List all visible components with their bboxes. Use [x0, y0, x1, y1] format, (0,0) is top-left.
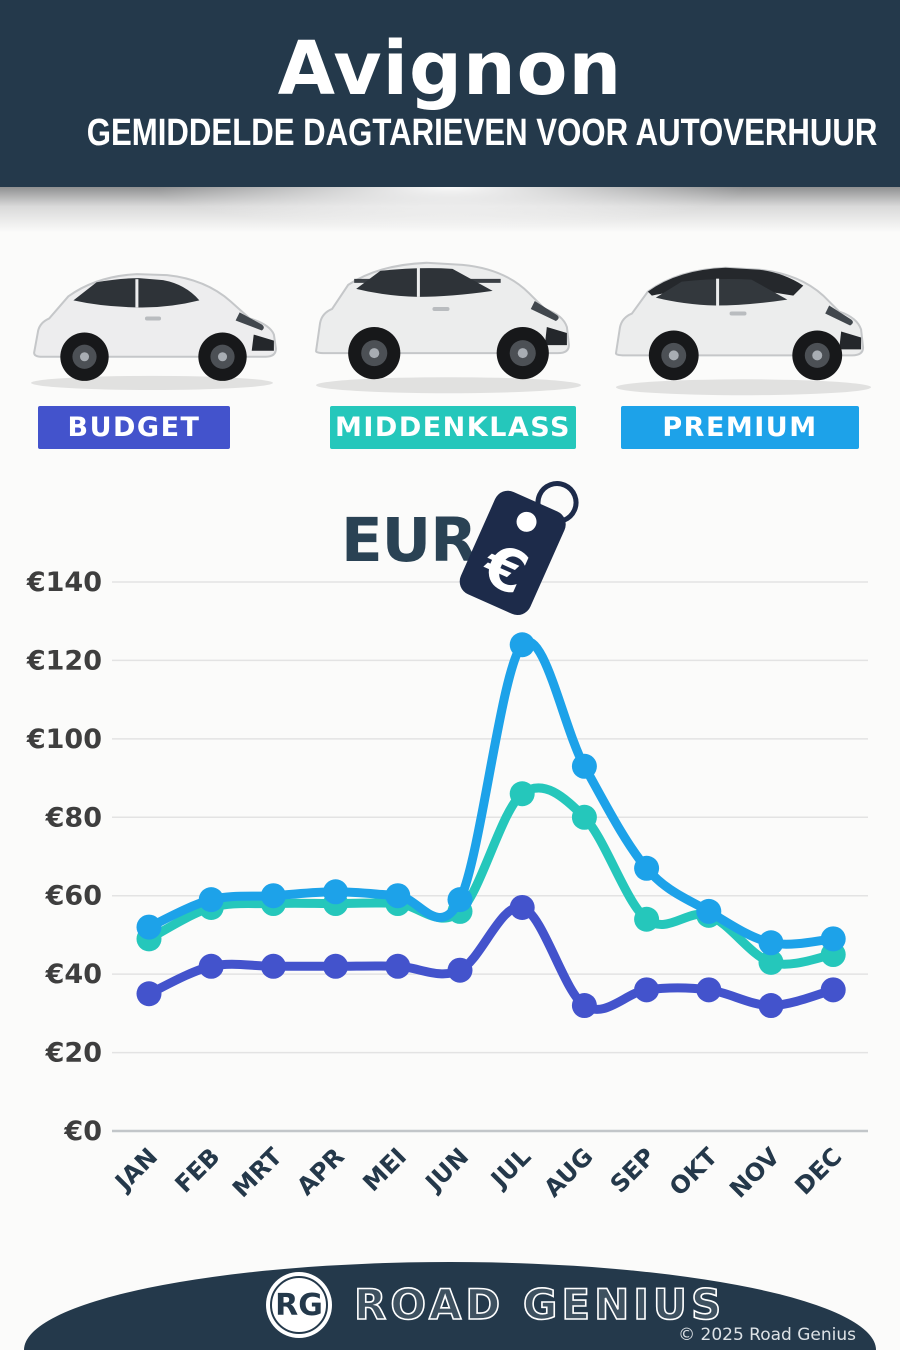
middenklass-car-image [300, 236, 596, 402]
x-tick-label-sep: SEP [605, 1142, 661, 1198]
header-gradient-band [0, 187, 900, 235]
series-budget-point-mei [385, 953, 411, 979]
x-tick-label-feb: FEB [170, 1142, 226, 1198]
series-premium-point-jan [136, 914, 162, 940]
series-premium-point-dec [820, 926, 846, 952]
euro-price-tag-icon: € [452, 460, 584, 622]
series-premium-point-apr [323, 879, 349, 905]
y-tick-label: €80 [45, 802, 102, 833]
series-budget-point-mrt [260, 953, 286, 979]
premium-category-label: PREMIUM [662, 412, 818, 443]
series-premium [136, 632, 846, 956]
series-premium-point-mei [385, 883, 411, 909]
x-tick-label-mei: MEI [357, 1142, 412, 1197]
series-budget-point-okt [696, 977, 722, 1003]
x-tick-label-jul: JUL [484, 1142, 536, 1194]
series-budget-point-jul [509, 894, 535, 920]
y-tick-label: €100 [26, 724, 102, 755]
series-premium-point-feb [198, 887, 224, 913]
x-tick-label-aug: AUG [539, 1142, 599, 1202]
road-genius-logo: RG [266, 1272, 332, 1338]
series-premium-point-jul [509, 632, 535, 658]
page-title: Avignon [277, 26, 623, 112]
series-premium-point-okt [696, 898, 722, 924]
series-premium-point-sep [634, 855, 660, 881]
series-budget-point-nov [758, 993, 784, 1019]
budget-category-label: BUDGET [67, 412, 201, 443]
x-tick-label-nov: NOV [724, 1142, 785, 1203]
y-tick-label: €140 [26, 567, 102, 598]
logo-ring [270, 1276, 328, 1334]
premium-car-image [602, 244, 886, 402]
y-tick-label: €120 [26, 645, 102, 676]
budget-car-image [16, 252, 288, 397]
series-middenklass-point-aug [571, 804, 597, 830]
header-banner: Avignon GEMIDDELDE DAGTARIEVEN VOOR AUTO… [0, 0, 900, 187]
series-premium-line [144, 637, 838, 949]
series-budget [136, 894, 846, 1019]
budget-category-badge: BUDGET [38, 406, 230, 449]
series-budget-point-jun [447, 957, 473, 983]
copyright-text: © 2025 Road Genius [678, 1325, 856, 1345]
x-tick-label-apr: APR [291, 1142, 349, 1200]
middenklass-category-badge: MIDDENKLASS [330, 406, 576, 449]
logo-initials: RG [275, 1287, 323, 1323]
series-budget-point-apr [323, 953, 349, 979]
premium-category-badge: PREMIUM [621, 406, 859, 449]
series-middenklass-point-nov [758, 949, 784, 975]
series-middenklass-point-jul [509, 781, 535, 807]
series-premium-point-mrt [260, 883, 286, 909]
series-premium-point-nov [758, 930, 784, 956]
series-premium-point-aug [571, 753, 597, 779]
x-tick-label-dec: DEC [790, 1142, 848, 1200]
y-tick-label: €60 [45, 881, 102, 912]
series-middenklass-point-sep [634, 906, 660, 932]
brand-name: ROAD GENIUS [353, 1279, 726, 1330]
x-tick-label-jan: JAN [108, 1142, 163, 1197]
page-subtitle: GEMIDDELDE DAGTARIEVEN VOOR AUTOVERHUUR [86, 112, 878, 154]
series-budget-point-jan [136, 981, 162, 1007]
series-premium-point-jun [447, 887, 473, 913]
series-budget-point-aug [571, 993, 597, 1019]
y-tick-label: €20 [45, 1038, 102, 1069]
y-tick-label: €0 [63, 1116, 102, 1147]
series-budget-point-feb [198, 953, 224, 979]
series-budget-point-dec [820, 977, 846, 1003]
x-tick-label-mrt: MRT [227, 1142, 288, 1203]
x-tick-label-okt: OKT [664, 1142, 723, 1201]
gridlines-and-yticks: €0 €20 €40 €60 €80 €100 €120 €140 [26, 567, 868, 1147]
x-tick-label-jun: JUN [419, 1142, 475, 1198]
currency-heading: EUR [341, 505, 477, 576]
y-tick-label: €40 [45, 959, 102, 990]
series-budget-point-sep [634, 977, 660, 1003]
month-labels: JAN FEB MRT APR MEI JUN JUL AUG SEP OKT NOV DEC [108, 1142, 847, 1204]
middenklass-category-label: MIDDENKLASS [335, 412, 571, 443]
series-middenklass [136, 781, 846, 975]
